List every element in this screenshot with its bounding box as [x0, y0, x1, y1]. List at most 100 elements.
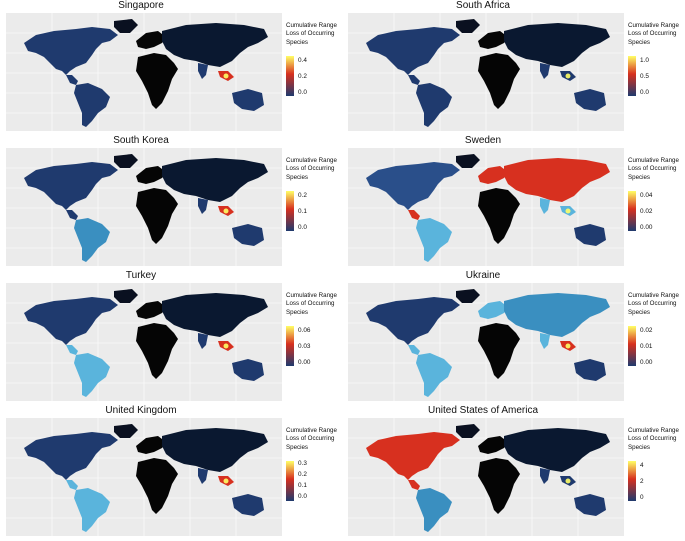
land-region-central-america — [66, 345, 78, 355]
legend-title: Cumulative Range Loss of Occurring Speci… — [628, 22, 679, 46]
land-region-africa — [136, 188, 178, 244]
land-region-africa — [478, 188, 520, 244]
land-region-africa — [478, 458, 520, 514]
legend-tick: 0.01 — [640, 343, 653, 350]
hotspot-marker — [565, 208, 571, 214]
land-region-south-america — [74, 83, 110, 127]
world-map — [6, 13, 282, 131]
hotspot-marker — [565, 478, 571, 484]
land-region-africa — [478, 323, 520, 379]
land-region-africa — [136, 53, 178, 109]
land-region-south-america — [74, 488, 110, 532]
map-panel-united-kingdom: United Kingdom Cumulative Range Loss of … — [0, 405, 342, 540]
land-region-europe — [478, 166, 508, 184]
world-map — [6, 418, 282, 536]
legend: Cumulative Range Loss of Occurring Speci… — [286, 22, 344, 96]
legend-tick: 0.2 — [298, 471, 307, 478]
land-region-india — [198, 468, 208, 484]
hotspot-marker — [565, 73, 571, 79]
land-region-asia — [504, 293, 610, 337]
legend: Cumulative Range Loss of Occurring Speci… — [628, 157, 685, 231]
land-region-australia — [574, 494, 606, 516]
legend-color-bar — [286, 191, 294, 231]
land-region-asia — [504, 23, 610, 67]
map-panel-turkey: Turkey Cumulative Range Loss of Occurrin… — [0, 270, 342, 405]
legend: Cumulative Range Loss of Occurring Speci… — [628, 22, 685, 96]
land-region-asia — [162, 23, 268, 67]
land-region-europe — [136, 31, 166, 49]
map-panel-singapore: Singapore Cumulative Range Loss of Occur… — [0, 0, 342, 135]
legend-tick: 0.0 — [298, 224, 307, 231]
legend: Cumulative Range Loss of Occurring Speci… — [286, 157, 344, 231]
land-region-central-america — [408, 345, 420, 355]
hotspot-marker — [223, 478, 229, 484]
hotspot-marker — [223, 73, 229, 79]
legend-tick: 0.3 — [298, 460, 307, 467]
world-map — [348, 418, 624, 536]
land-region-south-america — [74, 218, 110, 262]
land-region-greenland — [114, 289, 138, 303]
land-region-greenland — [456, 19, 480, 33]
land-region-europe — [136, 166, 166, 184]
hotspot-marker — [223, 208, 229, 214]
land-region-africa — [136, 323, 178, 379]
legend-title: Cumulative Range Loss of Occurring Speci… — [286, 427, 337, 451]
land-region-europe — [478, 301, 508, 319]
land-region-europe — [136, 301, 166, 319]
legend-color-bar — [286, 56, 294, 96]
legend-tick: 0.00 — [640, 359, 653, 366]
map-panel-south-africa: South Africa Cumulative Range Loss of Oc… — [342, 0, 684, 135]
legend: Cumulative Range Loss of Occurring Speci… — [286, 427, 344, 501]
land-region-india — [540, 333, 550, 349]
land-region-south-america — [416, 83, 452, 127]
land-region-south-america — [416, 488, 452, 532]
land-region-europe — [478, 31, 508, 49]
land-region-central-america — [66, 210, 78, 220]
legend-tick: 0.00 — [640, 224, 653, 231]
legend-color-bar — [628, 326, 636, 366]
land-region-north-america — [24, 162, 118, 210]
land-region-north-america — [366, 27, 460, 75]
legend-tick: 0.02 — [640, 208, 653, 215]
legend-color-bar — [286, 326, 294, 366]
panel-title: Sweden — [464, 135, 502, 146]
map-panel-ukraine: Ukraine Cumulative Range Loss of Occurri… — [342, 270, 684, 405]
land-region-asia — [504, 428, 610, 472]
world-map — [348, 148, 624, 266]
land-region-north-america — [366, 297, 460, 345]
legend-color-bar — [628, 461, 636, 501]
panel-title: Ukraine — [465, 270, 501, 281]
panel-title: South Korea — [113, 135, 169, 146]
land-region-india — [540, 63, 550, 79]
legend-tick: 0.1 — [298, 208, 307, 215]
legend-tick: 0.04 — [640, 192, 653, 199]
legend-color-bar — [628, 56, 636, 96]
panel-title: South Africa — [456, 0, 510, 11]
land-region-australia — [232, 89, 264, 111]
land-region-australia — [574, 89, 606, 111]
land-region-europe — [136, 436, 166, 454]
legend-color-bar — [286, 461, 294, 501]
land-region-africa — [136, 458, 178, 514]
land-region-india — [198, 198, 208, 214]
land-region-europe — [478, 436, 508, 454]
legend-tick: 4 — [640, 462, 644, 469]
legend-tick: 0.2 — [298, 73, 307, 80]
map-panel-united-states-of-america: United States of America Cumulative Rang… — [342, 405, 684, 540]
land-region-greenland — [114, 154, 138, 168]
land-region-greenland — [456, 424, 480, 438]
legend: Cumulative Range Loss of Occurring Speci… — [628, 292, 685, 366]
world-map — [6, 283, 282, 401]
land-region-north-america — [24, 432, 118, 480]
legend: Cumulative Range Loss of Occurring Speci… — [286, 292, 344, 366]
legend-tick: 0.06 — [298, 327, 311, 334]
land-region-central-america — [408, 210, 420, 220]
land-region-central-america — [66, 480, 78, 490]
panel-title: Singapore — [118, 0, 164, 11]
map-panel-south-korea: South Korea Cumulative Range Loss of Occ… — [0, 135, 342, 270]
land-region-india — [540, 468, 550, 484]
legend-tick: 0.0 — [640, 89, 649, 96]
land-region-asia — [162, 293, 268, 337]
land-region-north-america — [24, 297, 118, 345]
legend-tick: 1.0 — [640, 57, 649, 64]
